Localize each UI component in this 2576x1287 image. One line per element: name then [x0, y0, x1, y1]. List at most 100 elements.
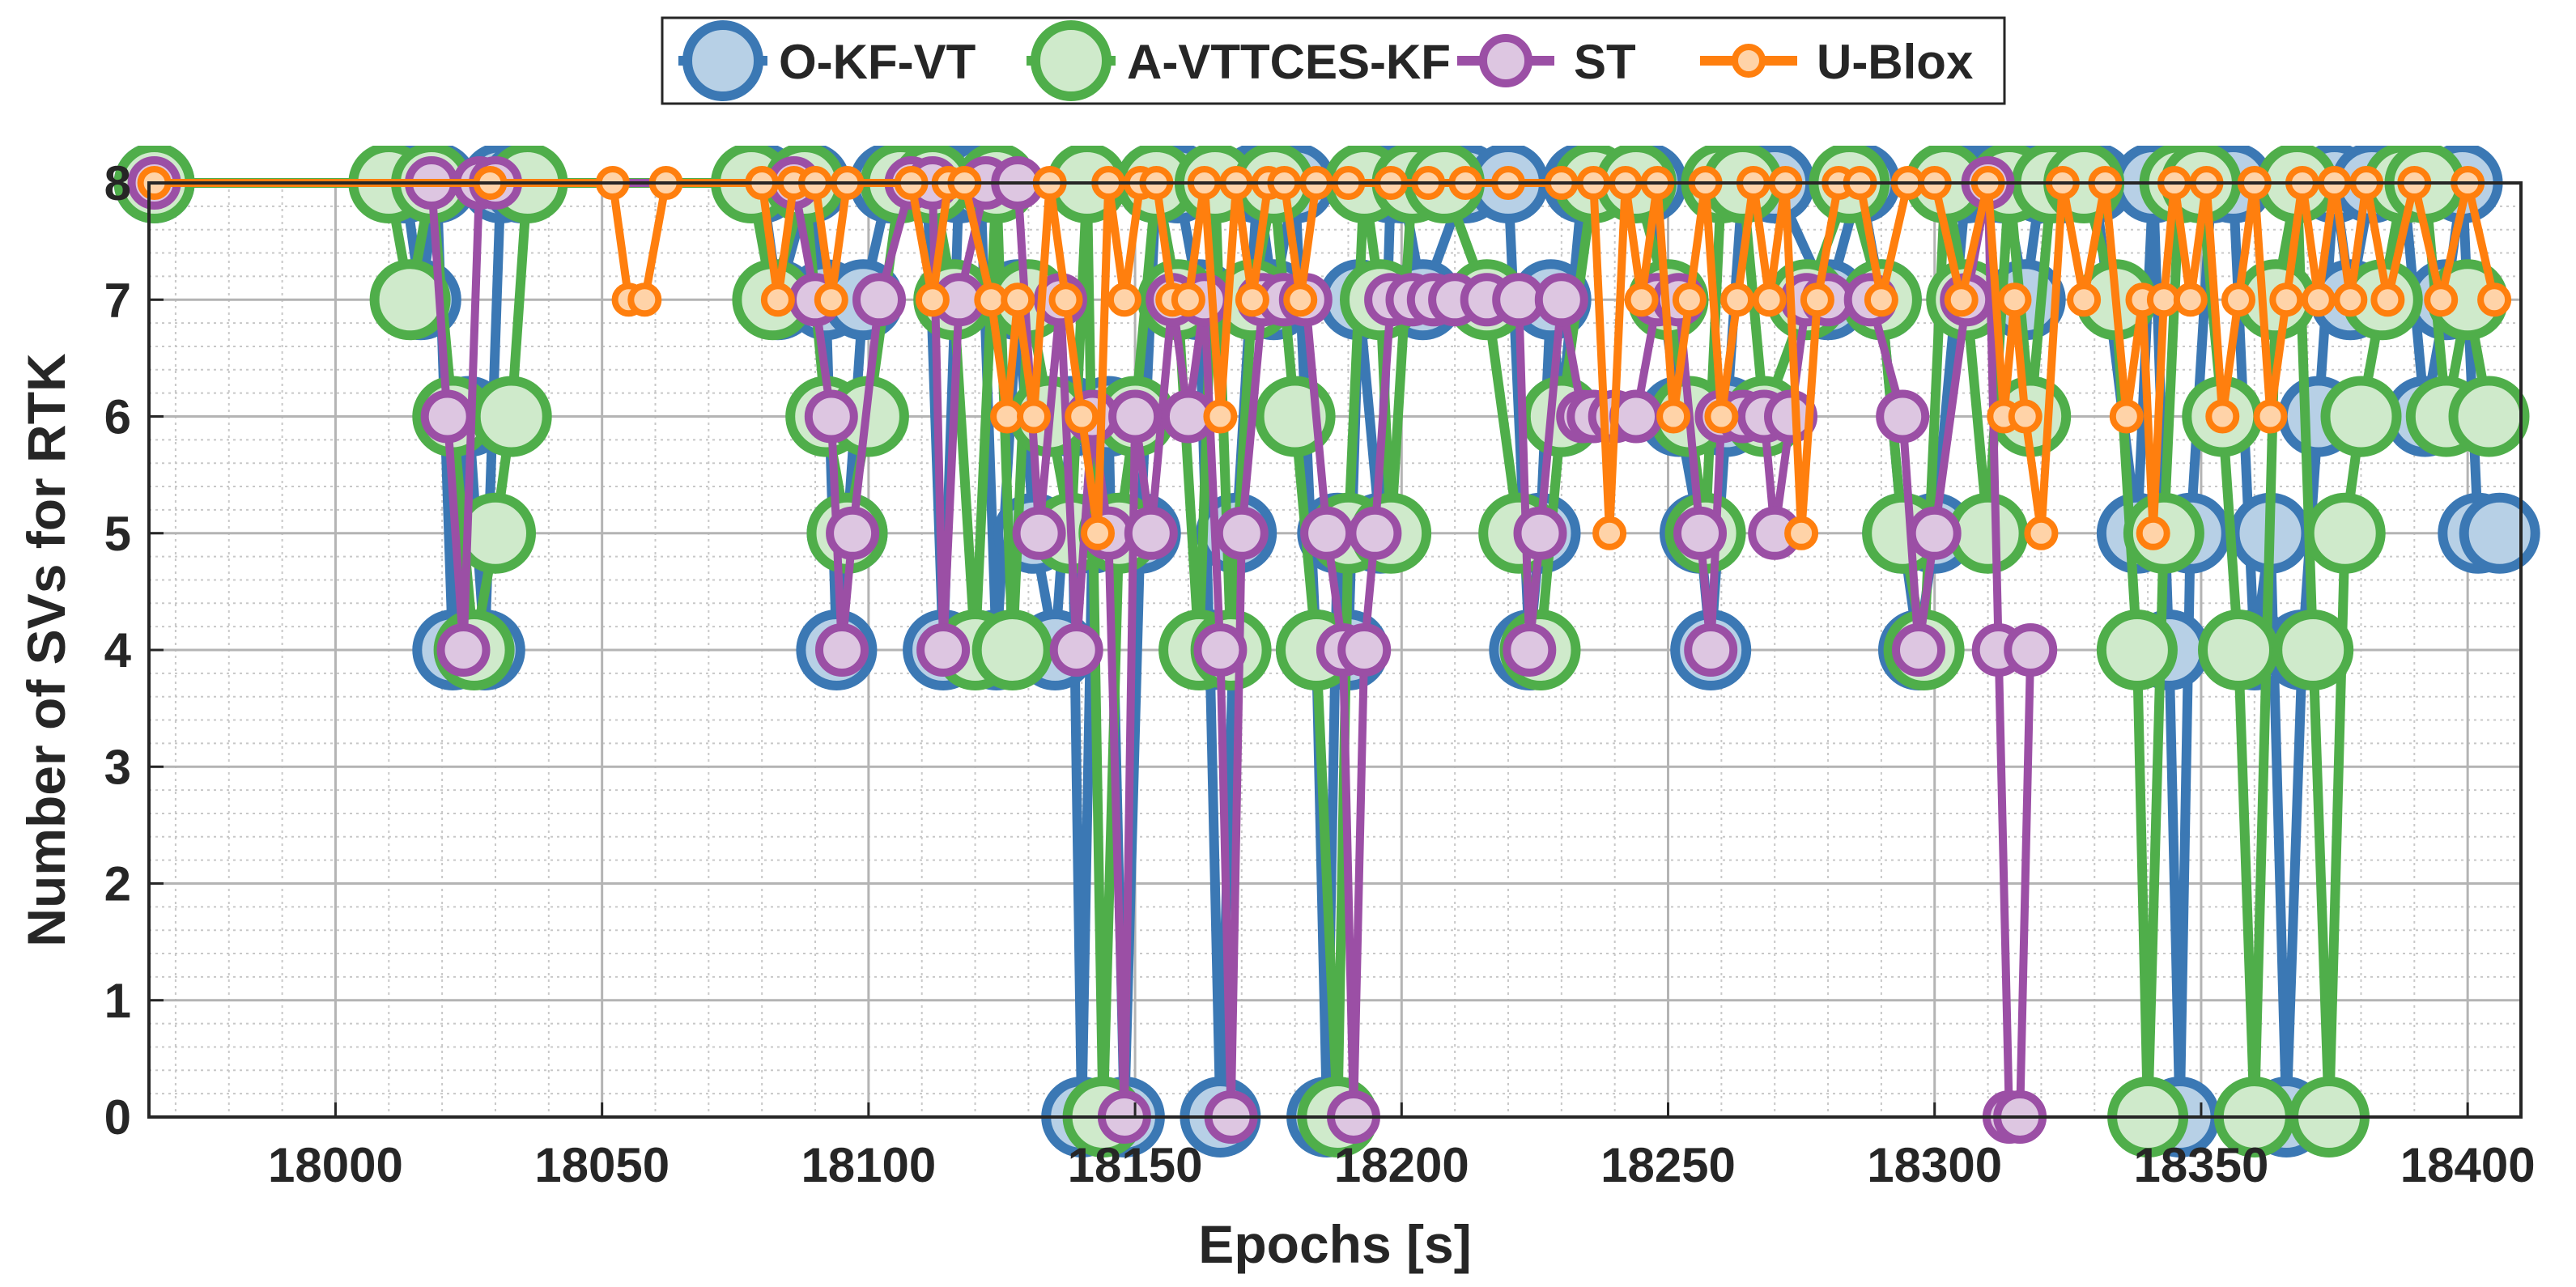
- point-st: [2004, 623, 2058, 677]
- point-st: [1892, 623, 1945, 677]
- point-st: [1214, 506, 1269, 560]
- point-u-blox: [1081, 516, 1115, 550]
- y-tick-label: 5: [104, 507, 131, 561]
- point-a-vttces-kf: [2198, 610, 2279, 690]
- y-tick-label: 8: [104, 156, 131, 210]
- y-tick-label: 1: [104, 974, 131, 1028]
- point-st: [1673, 506, 1727, 560]
- point-st: [815, 623, 869, 677]
- point-a-vttces-kf: [2304, 492, 2386, 574]
- point-u-blox: [2173, 282, 2208, 317]
- point-st: [1108, 389, 1163, 444]
- point-u-blox: [915, 282, 950, 317]
- point-st: [1193, 623, 1248, 677]
- point-u-blox: [1800, 282, 1834, 317]
- point-st: [1492, 273, 1546, 327]
- point-u-blox: [1001, 282, 1035, 317]
- point-a-vttces-kf: [455, 492, 536, 574]
- y-axis-label: Number of SVs for RTK: [16, 353, 76, 947]
- point-u-blox: [2205, 399, 2240, 434]
- legend: O-KF-VT A-VTTCES-KF ST U-Blox: [661, 16, 2006, 105]
- point-u-blox: [1065, 399, 1099, 434]
- point-u-blox: [814, 282, 848, 317]
- point-u-blox: [2221, 282, 2255, 317]
- point-u-blox: [627, 282, 662, 317]
- point-u-blox: [2370, 282, 2405, 317]
- point-a-vttces-kf: [1947, 492, 2029, 574]
- point-u-blox: [2008, 399, 2043, 434]
- point-st: [1534, 273, 1588, 327]
- point-u-blox: [2109, 399, 2144, 434]
- point-o-kf-vt: [2459, 492, 2540, 574]
- point-u-blox: [1944, 282, 1979, 317]
- x-tick-label: 18200: [1334, 1138, 1469, 1192]
- point-st: [1907, 506, 1962, 560]
- point-st: [916, 623, 971, 677]
- legend-entry-a-vttces-kf: A-VTTCES-KF: [1027, 20, 1451, 101]
- point-u-blox: [760, 282, 795, 317]
- point-st: [804, 389, 858, 444]
- legend-entry-st: ST: [1457, 34, 1636, 89]
- point-a-vttces-kf: [2320, 376, 2402, 457]
- x-tick-label: 18100: [801, 1138, 936, 1192]
- point-st: [1337, 623, 1392, 677]
- point-u-blox: [1784, 516, 1819, 550]
- point-u-blox: [2269, 282, 2304, 317]
- point-u-blox: [1704, 399, 1739, 434]
- x-axis-ticks: 18000 18050 18100 18150 18200 18250 18300 18350…: [268, 1102, 2536, 1192]
- point-u-blox: [1720, 282, 1755, 317]
- legend-entry-o-kf-vt: O-KF-VT: [678, 20, 976, 101]
- point-u-blox: [1235, 282, 1269, 317]
- point-u-blox: [1107, 282, 1141, 317]
- point-u-blox: [2136, 516, 2170, 550]
- point-u-blox: [1672, 282, 1707, 317]
- point-st: [1049, 623, 1103, 677]
- y-tick-label: 3: [104, 740, 131, 794]
- point-a-vttces-kf: [2448, 376, 2530, 457]
- point-u-blox: [2146, 282, 2181, 317]
- point-u-blox: [1017, 399, 1051, 434]
- point-st: [1124, 506, 1178, 560]
- point-u-blox: [1283, 282, 1318, 317]
- x-axis-label: Epochs [s]: [1198, 1214, 1471, 1274]
- x-tick-label: 18150: [1068, 1138, 1203, 1192]
- point-st: [1609, 389, 1663, 444]
- legend-label-a-vttces-kf: A-VTTCES-KF: [1127, 35, 1451, 89]
- point-st: [1513, 506, 1567, 560]
- x-tick-label: 18400: [2400, 1138, 2536, 1192]
- y-tick-label: 6: [104, 390, 131, 444]
- point-u-blox: [1656, 399, 1691, 434]
- y-axis-ticks: 0 1 2 3 4 5 6 7 8: [104, 156, 164, 1145]
- point-st: [420, 389, 474, 444]
- point-u-blox: [2253, 399, 2288, 434]
- point-u-blox: [2024, 516, 2059, 550]
- point-u-blox: [1048, 282, 1083, 317]
- point-a-vttces-kf: [2096, 610, 2178, 690]
- point-st: [1300, 506, 1354, 560]
- x-tick-label: 18300: [1867, 1138, 2002, 1192]
- legend-entry-u-blox: U-Blox: [1700, 35, 1973, 89]
- point-u-blox: [2333, 282, 2368, 317]
- point-st: [1684, 623, 1738, 677]
- x-tick-label: 18050: [534, 1138, 670, 1192]
- y-tick-label: 7: [104, 273, 131, 327]
- point-u-blox: [1203, 399, 1238, 434]
- point-u-blox: [1592, 516, 1627, 550]
- point-u-blox: [2067, 282, 2102, 317]
- point-a-vttces-kf: [971, 610, 1053, 690]
- legend-label-u-blox: U-Blox: [1817, 35, 1973, 89]
- legend-label-o-kf-vt: O-KF-VT: [779, 35, 976, 89]
- point-st: [1503, 623, 1557, 677]
- point-st: [1012, 506, 1066, 560]
- point-st: [826, 506, 880, 560]
- x-tick-label: 18000: [268, 1138, 403, 1192]
- point-a-vttces-kf: [369, 259, 451, 341]
- point-u-blox: [1624, 282, 1659, 317]
- point-a-vttces-kf: [2272, 610, 2354, 690]
- y-tick-label: 0: [104, 1090, 131, 1145]
- point-st: [1876, 389, 1930, 444]
- y-tick-label: 4: [104, 623, 132, 677]
- x-tick-label: 18350: [2134, 1138, 2269, 1192]
- x-tick-label: 18250: [1600, 1138, 1736, 1192]
